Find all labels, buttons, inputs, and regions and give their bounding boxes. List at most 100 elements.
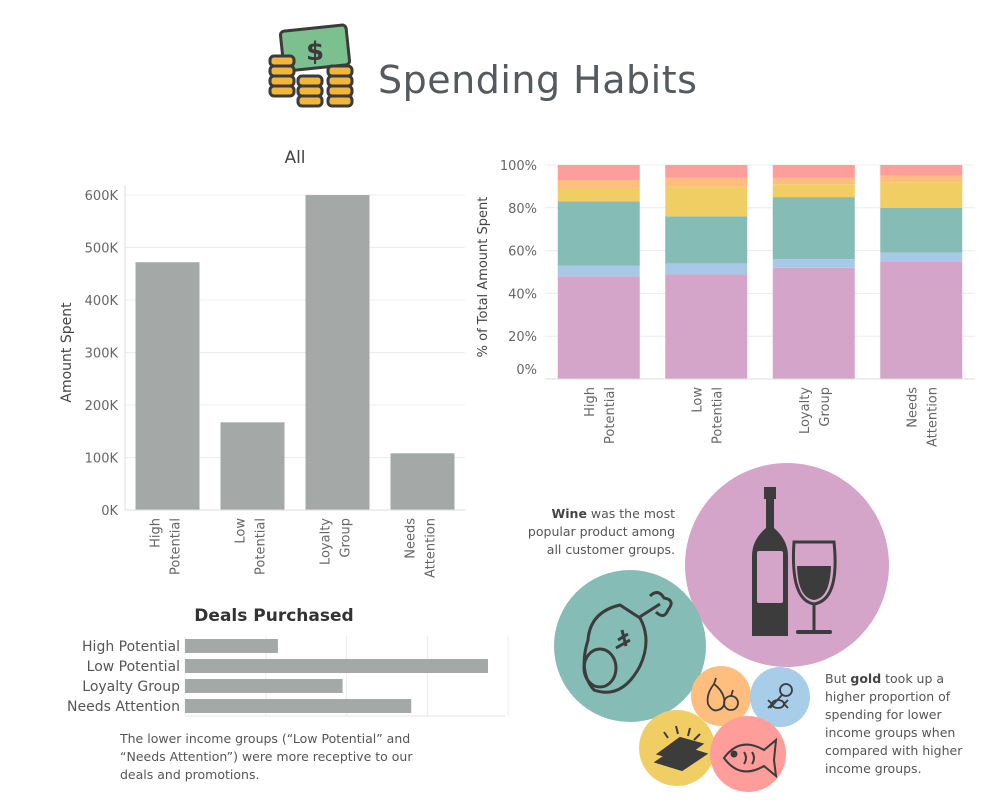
y-tick-label: 300K	[85, 347, 119, 362]
deal-category-label: Low Potential	[87, 659, 180, 675]
y-tick-label: 20%	[508, 330, 537, 345]
stack-segment-3-5	[880, 165, 963, 176]
x-tick-label: High	[149, 518, 164, 548]
x-tick-label: Low	[690, 387, 705, 413]
fish-body	[722, 737, 778, 779]
deal-bar-3	[185, 699, 412, 713]
deals-purchased-chart: Deals Purchased High Potential Low Potenti…	[67, 606, 509, 717]
x-tick-label: Potential	[254, 518, 269, 575]
wine-note: Wine was the most popular product among …	[520, 505, 675, 559]
amount-spent-chart: All 0K 100K 200K 300K 400K 500K 600K Amount Spen…	[59, 148, 465, 578]
svg-text:$: $	[306, 37, 324, 67]
deal-category-label: Needs Attention	[67, 699, 180, 715]
y-tick-label: 60%	[508, 245, 537, 260]
deal-bar-0	[185, 639, 278, 653]
ham-bone	[637, 591, 673, 620]
wine-note-line3: all customer groups.	[546, 542, 675, 557]
y-tick-label: 0K	[101, 504, 118, 519]
gold-note-bold: gold	[850, 671, 882, 686]
fruit-icon	[706, 677, 739, 712]
bar-2	[305, 195, 370, 510]
y-axis-label: % of Total Amount Spent	[476, 197, 491, 358]
wine-note-bold: Wine	[551, 506, 587, 521]
stack-segment-3-1	[880, 252, 963, 262]
gold-note-pre: But	[825, 671, 851, 686]
deal-category-label: High Potential	[82, 639, 180, 655]
y-tick-label: 600K	[85, 189, 119, 204]
stack-segment-2-5	[772, 165, 855, 178]
fish-icon	[722, 737, 778, 779]
stack-segment-1-5	[665, 165, 748, 178]
stack-segment-2-0	[772, 267, 855, 379]
ham-leg-icon	[582, 591, 673, 694]
deal-bar-2	[185, 679, 343, 693]
gold-note: But gold took up a higher proportion of …	[825, 670, 995, 778]
x-tick-label: Group	[339, 518, 354, 558]
fish-bubble	[710, 716, 786, 792]
pear	[706, 682, 726, 712]
stack-segment-0-5	[557, 165, 640, 180]
page-title: Spending Habits	[378, 58, 698, 102]
stack-segment-3-2	[880, 207, 963, 253]
ham-cut	[582, 647, 618, 689]
wine-note-text: was the most	[586, 506, 675, 521]
stack-segment-0-0	[557, 276, 640, 379]
wrapper-ends	[767, 699, 789, 709]
y-tick-label: 100%	[500, 159, 537, 174]
glass-wine	[797, 566, 831, 600]
stack-segment-2-2	[772, 197, 855, 260]
gold-note-line3: spending for lower	[825, 707, 942, 722]
stack-segment-1-1	[665, 263, 748, 275]
percent-spent-chart: 0% 20% 40% 60% 80% 100% % of Total Amount Spen…	[476, 159, 975, 447]
stack-segment-0-3	[557, 188, 640, 202]
bar-3	[390, 453, 455, 510]
wine-note-line2: popular product among	[527, 524, 675, 539]
y-tick-label: 200K	[85, 399, 119, 414]
money-coins-icon: $	[268, 23, 354, 108]
stack-segment-1-3	[665, 186, 748, 217]
y-tick-label: 500K	[85, 242, 119, 257]
lollipop	[779, 683, 793, 697]
stack-segment-0-1	[557, 265, 640, 277]
wine-bottle-glass-icon	[752, 487, 837, 636]
bottle-cap	[764, 487, 776, 499]
gold-bars-icon	[653, 725, 709, 772]
fish-eye	[730, 750, 738, 758]
bar-0	[135, 262, 200, 510]
stack-segment-0-2	[557, 201, 640, 266]
x-tick-label: Group	[818, 387, 833, 427]
fruit-bubble	[691, 666, 751, 726]
stack-segment-2-3	[772, 184, 855, 198]
gold-note-line5: compared with higher	[825, 743, 963, 758]
stack-segment-3-4	[880, 175, 963, 183]
stack-segment-3-0	[880, 261, 963, 379]
x-tick-label: Attention	[424, 518, 439, 578]
x-tick-label: Needs	[905, 387, 920, 428]
gold-note-line2: higher proportion of	[825, 689, 951, 704]
stack-segment-1-4	[665, 177, 748, 187]
stack-segment-2-1	[772, 259, 855, 268]
gold-note-line6: income groups.	[825, 761, 922, 776]
bottle-label	[757, 551, 783, 603]
stack-segment-1-2	[665, 216, 748, 264]
deal-category-label: Loyalty Group	[82, 679, 180, 695]
y-tick-label: 400K	[85, 294, 119, 309]
glass-bowl	[791, 540, 837, 606]
deals-note: The lower income groups (“Low Potential”…	[120, 731, 413, 782]
x-tick-label: Loyalty	[319, 518, 334, 565]
stems	[713, 677, 734, 697]
stack-segment-0-4	[557, 179, 640, 189]
y-tick-label: 100K	[85, 452, 119, 467]
chart-title: Deals Purchased	[194, 606, 353, 626]
x-tick-label: Needs	[404, 518, 419, 559]
x-tick-label: Potential	[603, 387, 618, 444]
y-axis-label: Amount Spent	[59, 302, 75, 403]
y-tick-label: 0%	[516, 363, 537, 378]
ham-score	[615, 629, 631, 650]
x-tick-label: Attention	[925, 387, 940, 447]
x-tick-label: Potential	[710, 387, 725, 444]
gold-bar-bottom	[653, 744, 709, 772]
bar-1	[220, 422, 285, 510]
bubble-chart	[554, 463, 889, 792]
